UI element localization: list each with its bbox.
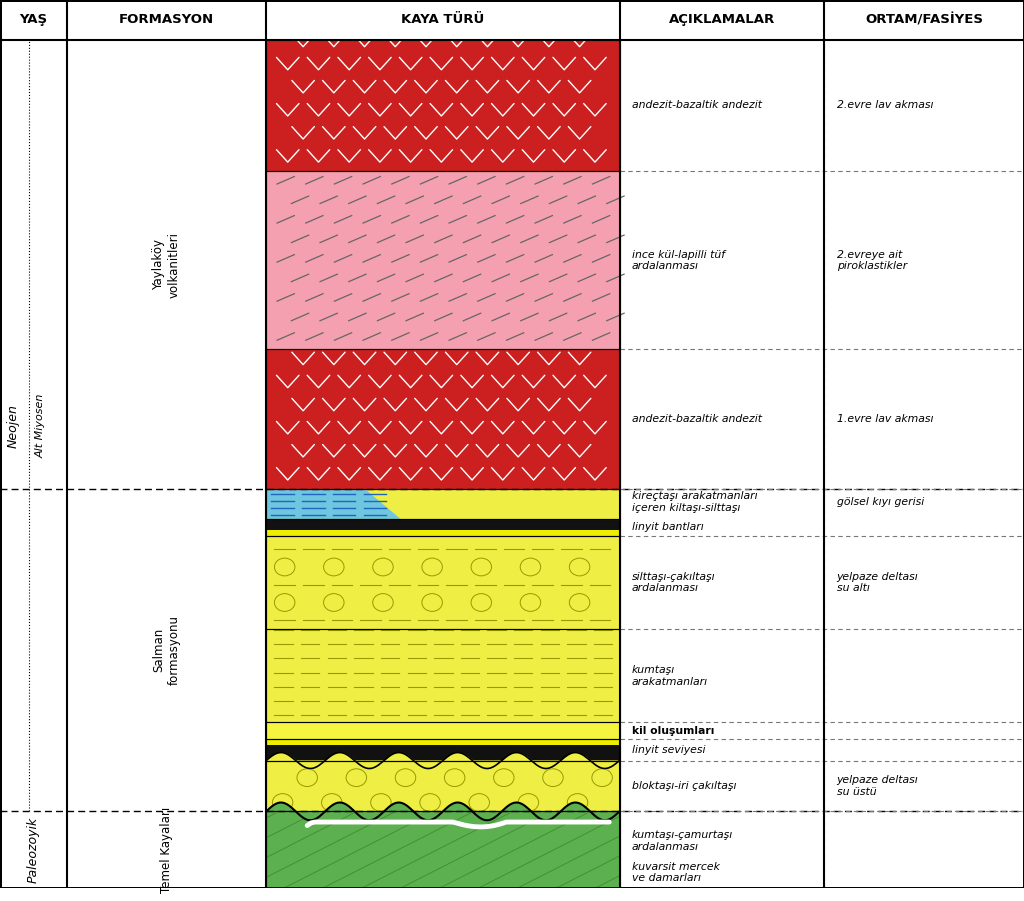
Text: kumtaşı-çamurtaşı
ardalanması: kumtaşı-çamurtaşı ardalanması <box>632 830 733 851</box>
Text: ince kül-lapilli tüf
ardalanması: ince kül-lapilli tüf ardalanması <box>632 250 725 271</box>
Bar <box>266 171 620 350</box>
Text: yelpaze deltası
su üstü: yelpaze deltası su üstü <box>837 775 919 796</box>
Text: Salman
formasyonu: Salman formasyonu <box>153 615 180 686</box>
Text: Alt Miyosen: Alt Miyosen <box>36 394 46 458</box>
Bar <box>266 530 620 536</box>
Bar <box>266 760 620 812</box>
Bar <box>266 812 620 887</box>
Bar <box>266 740 620 760</box>
Text: linyit bantları: linyit bantları <box>632 523 703 532</box>
Text: linyit seviyesi: linyit seviyesi <box>632 745 706 755</box>
Bar <box>266 536 620 629</box>
Bar <box>266 489 620 519</box>
Text: silttaşı-çakıltaşı
ardalanması: silttaşı-çakıltaşı ardalanması <box>632 572 716 593</box>
Text: kil oluşumları: kil oluşumları <box>632 726 714 736</box>
Text: 2.evre lav akması: 2.evre lav akması <box>837 100 933 110</box>
Text: FORMASYON: FORMASYON <box>119 14 214 26</box>
Bar <box>266 723 620 740</box>
Text: Yaylaköy
volkanitleri: Yaylaköy volkanitleri <box>153 232 180 297</box>
Bar <box>266 740 620 744</box>
Bar <box>266 740 620 760</box>
Bar <box>266 350 620 489</box>
Text: bloktaşı-iri çakıltaşı: bloktaşı-iri çakıltaşı <box>632 781 736 791</box>
Bar <box>266 812 620 887</box>
Bar <box>266 350 620 489</box>
Text: KAYA TÜRÜ: KAYA TÜRÜ <box>401 14 484 26</box>
Text: kuvarsit mercek
ve damarları: kuvarsit mercek ve damarları <box>632 861 720 883</box>
Text: YAŞ: YAŞ <box>19 14 47 26</box>
Text: yelpaze deltası
su altı: yelpaze deltası su altı <box>837 572 919 593</box>
Text: Paleozoyik: Paleozoyik <box>27 816 40 883</box>
Text: gölsel kıyı gerisi: gölsel kıyı gerisi <box>837 497 924 507</box>
Bar <box>266 40 620 171</box>
Text: 1.evre lav akması: 1.evre lav akması <box>837 414 933 423</box>
Text: andezit-bazaltik andezit: andezit-bazaltik andezit <box>632 414 762 423</box>
Text: 2.evreye ait
piroklastikler: 2.evreye ait piroklastikler <box>837 250 907 271</box>
Text: andezit-bazaltik andezit: andezit-bazaltik andezit <box>632 100 762 110</box>
Text: AÇIKLAMALAR: AÇIKLAMALAR <box>669 14 775 26</box>
Text: Neojen: Neojen <box>7 404 19 448</box>
Bar <box>266 40 620 171</box>
Bar <box>266 760 620 812</box>
Text: kireçtaşı arakatmanları
içeren kiltaşı-silttaşı: kireçtaşı arakatmanları içeren kiltaşı-s… <box>632 491 758 513</box>
Text: Temel Kayaları: Temel Kayaları <box>160 806 173 893</box>
Polygon shape <box>266 489 400 519</box>
Bar <box>266 536 620 629</box>
Text: kumtaşı
arakatmanları: kumtaşı arakatmanları <box>632 665 708 687</box>
Bar <box>266 489 620 519</box>
Text: ORTAM/FASİYES: ORTAM/FASİYES <box>865 14 983 26</box>
Bar <box>266 171 620 350</box>
Bar <box>266 519 620 536</box>
Bar <box>266 629 620 723</box>
Bar <box>266 519 620 536</box>
Bar <box>266 629 620 723</box>
Bar <box>266 723 620 740</box>
